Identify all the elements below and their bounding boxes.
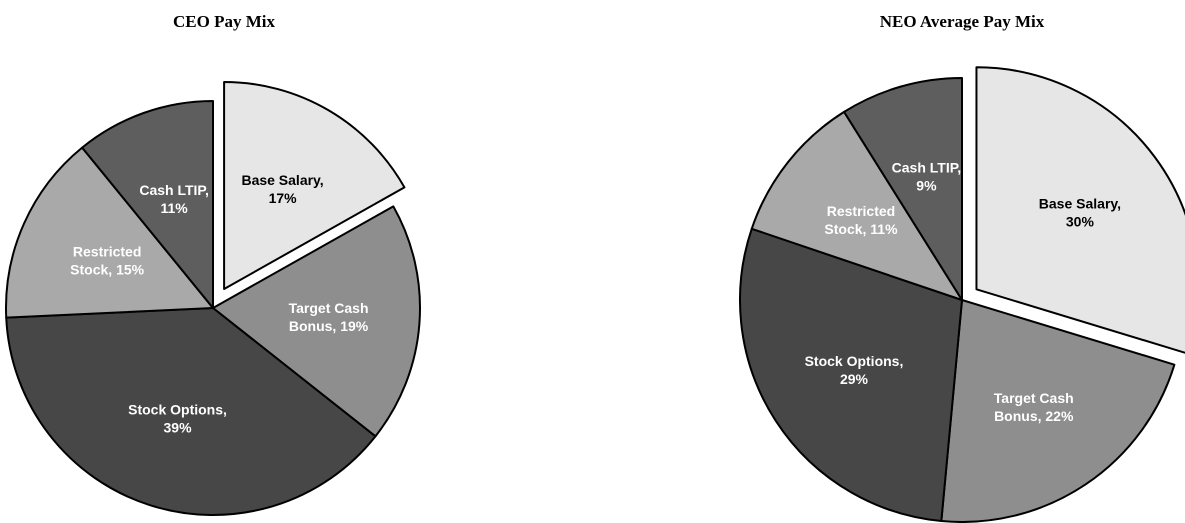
ceo-slice-target-cash-bonus [212,205,421,438]
neo-label-stock-options: Stock Options, 29% [805,353,904,387]
neo-label-target-cash-bonus: Target Cash Bonus, 22% [994,390,1074,424]
neo-slice-restricted-stock [750,110,963,301]
ceo-slice-cash-ltip [81,100,214,309]
neo-slice-cash-ltip [843,77,963,301]
ceo-slice-stock-options [5,307,377,516]
ceo-label-restricted-stock: Restricted Stock, 15% [70,244,144,278]
ceo-slice-base-salary [223,81,406,291]
ceo-label-stock-options: Stock Options, 39% [128,401,227,435]
neo-label-restricted-stock: Restricted Stock, 11% [824,203,898,237]
neo-pie-chart: Base Salary, 30% Target Cash Bonus, 22% Stoc… [739,66,1185,523]
neo-slice-target-cash-bonus [940,299,1176,523]
ceo-chart-title: CEO Pay Mix [173,12,275,31]
ceo-label-base-salary: Base Salary, 17% [241,172,323,206]
neo-label-cash-ltip: Cash LTIP, 9% [892,159,962,193]
ceo-pie-chart: Base Salary, 17% Target Cash Bonus, 19% Stoc… [5,81,421,516]
neo-slice-base-salary [975,66,1185,354]
ceo-slice-restricted-stock [5,146,214,319]
neo-chart-title: NEO Average Pay Mix [879,12,1045,31]
neo-label-base-salary: Base Salary, 30% [1039,196,1121,230]
ceo-label-target-cash-bonus: Target Cash Bonus, 19% [289,300,369,334]
neo-slice-stock-options [739,227,963,523]
ceo-label-cash-ltip: Cash LTIP, 11% [139,182,209,216]
